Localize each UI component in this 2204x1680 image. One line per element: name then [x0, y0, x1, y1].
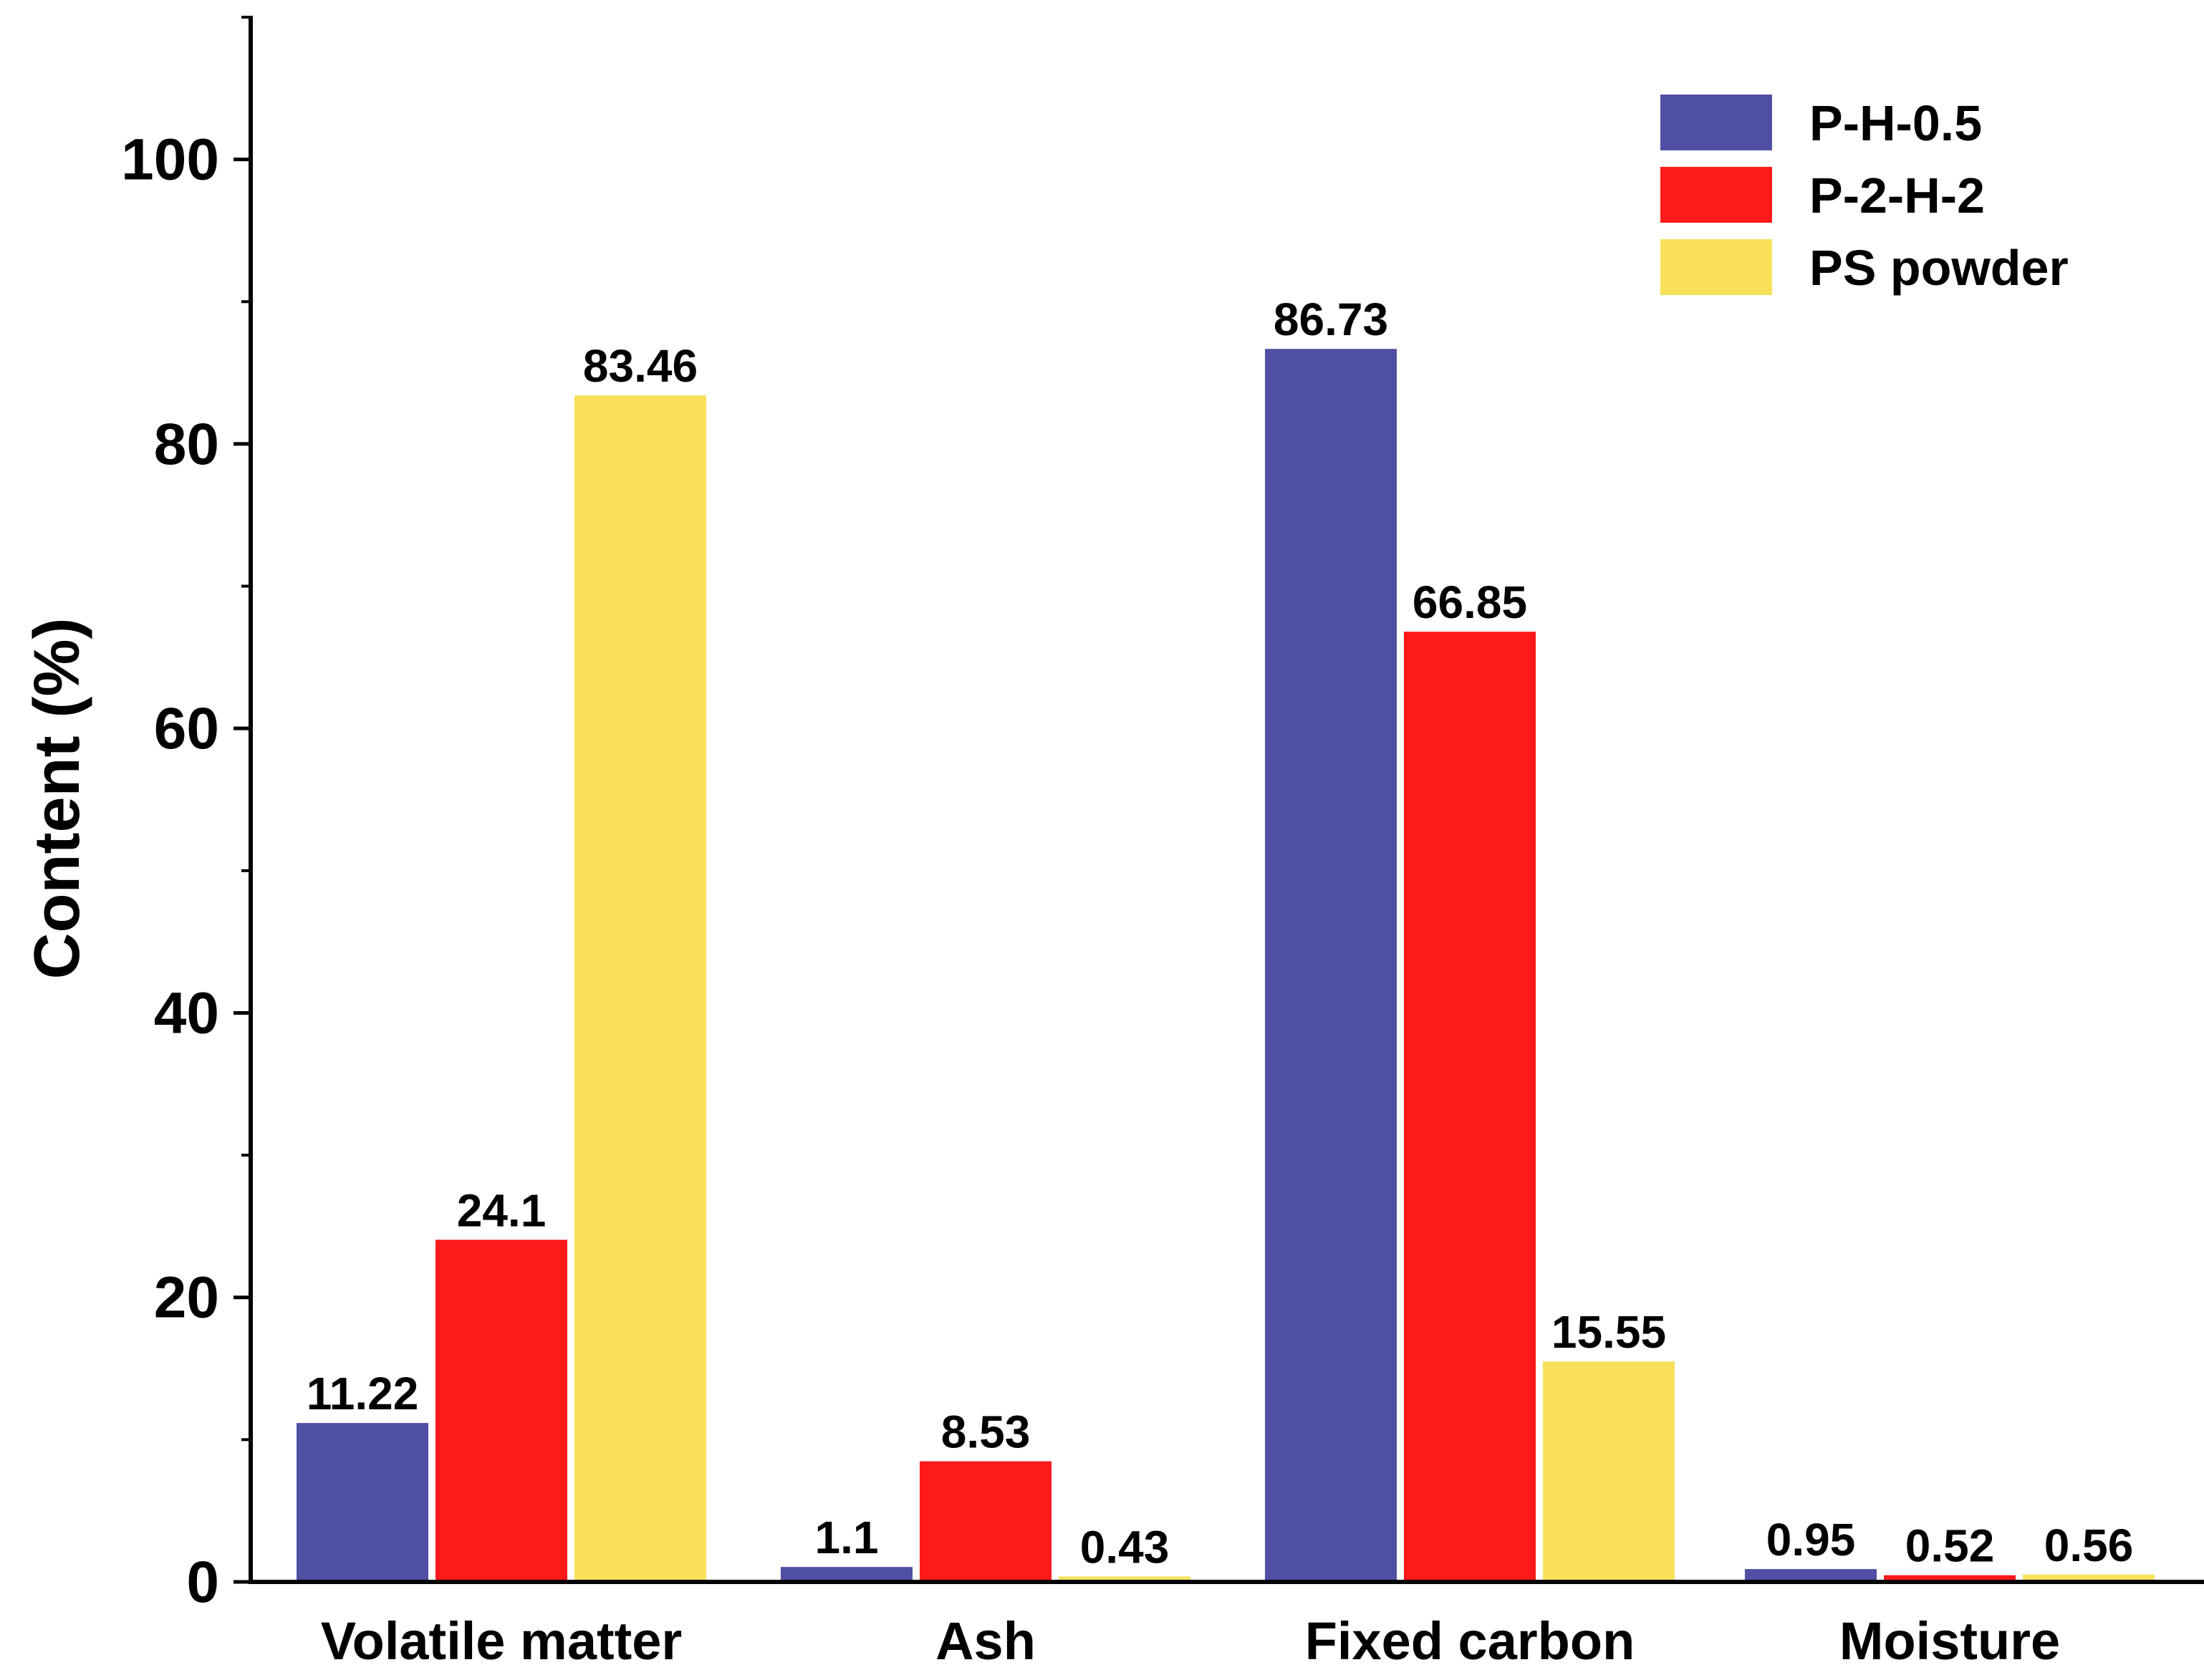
bar-p-h-0-5-fixed-carbon [1264, 347, 1398, 1583]
x-category-labels: Volatile matter Ash Fixed carbon Moisture [321, 1611, 2060, 1671]
data-label-p-2-h-2-ash: 8.53 [941, 1406, 1031, 1458]
data-label-ps-powder-moisture: 0.56 [2044, 1520, 2134, 1571]
x-category-label-fixed-carbon: Fixed carbon [1305, 1611, 1635, 1671]
y-tick-label-40: 40 [154, 980, 219, 1046]
y-tick-label-80: 80 [154, 412, 219, 477]
x-category-label-ash: Ash [935, 1611, 1036, 1671]
legend-label-p-2-h-2: P-2-H-2 [1809, 168, 1985, 223]
data-labels-layer: 11.22 24.1 83.46 1.1 8.53 0.43 86.73 66.85 15.55… [307, 294, 2134, 1573]
y-ticks: 0 20 40 60 80 100 [121, 16, 251, 1615]
y-tick-label-100: 100 [121, 127, 219, 193]
legend-label-ps-powder: PS powder [1809, 240, 2069, 296]
y-tick-label-0: 0 [186, 1550, 219, 1615]
bar-ps-powder-volatile-matter [573, 394, 708, 1583]
x-category-label-volatile-matter: Volatile matter [321, 1611, 682, 1671]
legend-swatch-p-2-h-2 [1660, 167, 1772, 223]
data-label-p-2-h-2-volatile-matter: 24.1 [457, 1184, 547, 1236]
data-label-p-2-h-2-moisture: 0.52 [1905, 1520, 1995, 1572]
legend-swatch-ps-powder [1660, 239, 1772, 295]
data-label-ps-powder-fixed-carbon: 15.55 [1551, 1306, 1666, 1358]
bar-p-h-0-5-ash [779, 1565, 914, 1583]
legend: P-H-0.5 P-2-H-2 PS powder [1660, 95, 2069, 296]
bar-p-h-0-5-volatile-matter [295, 1421, 430, 1583]
data-label-ps-powder-ash: 0.43 [1080, 1521, 1170, 1573]
bar-p-2-h-2-volatile-matter [434, 1238, 569, 1583]
bar-p-2-h-2-fixed-carbon [1402, 630, 1537, 1583]
data-label-p-h-0-5-moisture: 0.95 [1766, 1514, 1856, 1565]
y-tick-label-60: 60 [154, 696, 219, 761]
y-tick-label-20: 20 [154, 1265, 219, 1331]
legend-label-p-h-0-5: P-H-0.5 [1809, 95, 1982, 151]
y-axis-title: Content (%) [21, 618, 93, 980]
data-label-p-h-0-5-volatile-matter: 11.22 [307, 1368, 419, 1419]
data-label-p-2-h-2-fixed-carbon: 66.85 [1413, 576, 1527, 628]
bars-layer [295, 347, 2156, 1583]
data-label-p-h-0-5-ash: 1.1 [815, 1512, 879, 1563]
x-category-label-moisture: Moisture [1839, 1611, 2060, 1671]
bar-p-2-h-2-ash [918, 1459, 1053, 1583]
legend-swatch-p-h-0-5 [1660, 95, 1772, 150]
bar-ps-powder-fixed-carbon [1541, 1360, 1676, 1583]
axes-layer [249, 16, 2204, 1584]
data-label-ps-powder-volatile-matter: 83.46 [583, 340, 698, 392]
data-label-p-h-0-5-fixed-carbon: 86.73 [1274, 294, 1388, 345]
